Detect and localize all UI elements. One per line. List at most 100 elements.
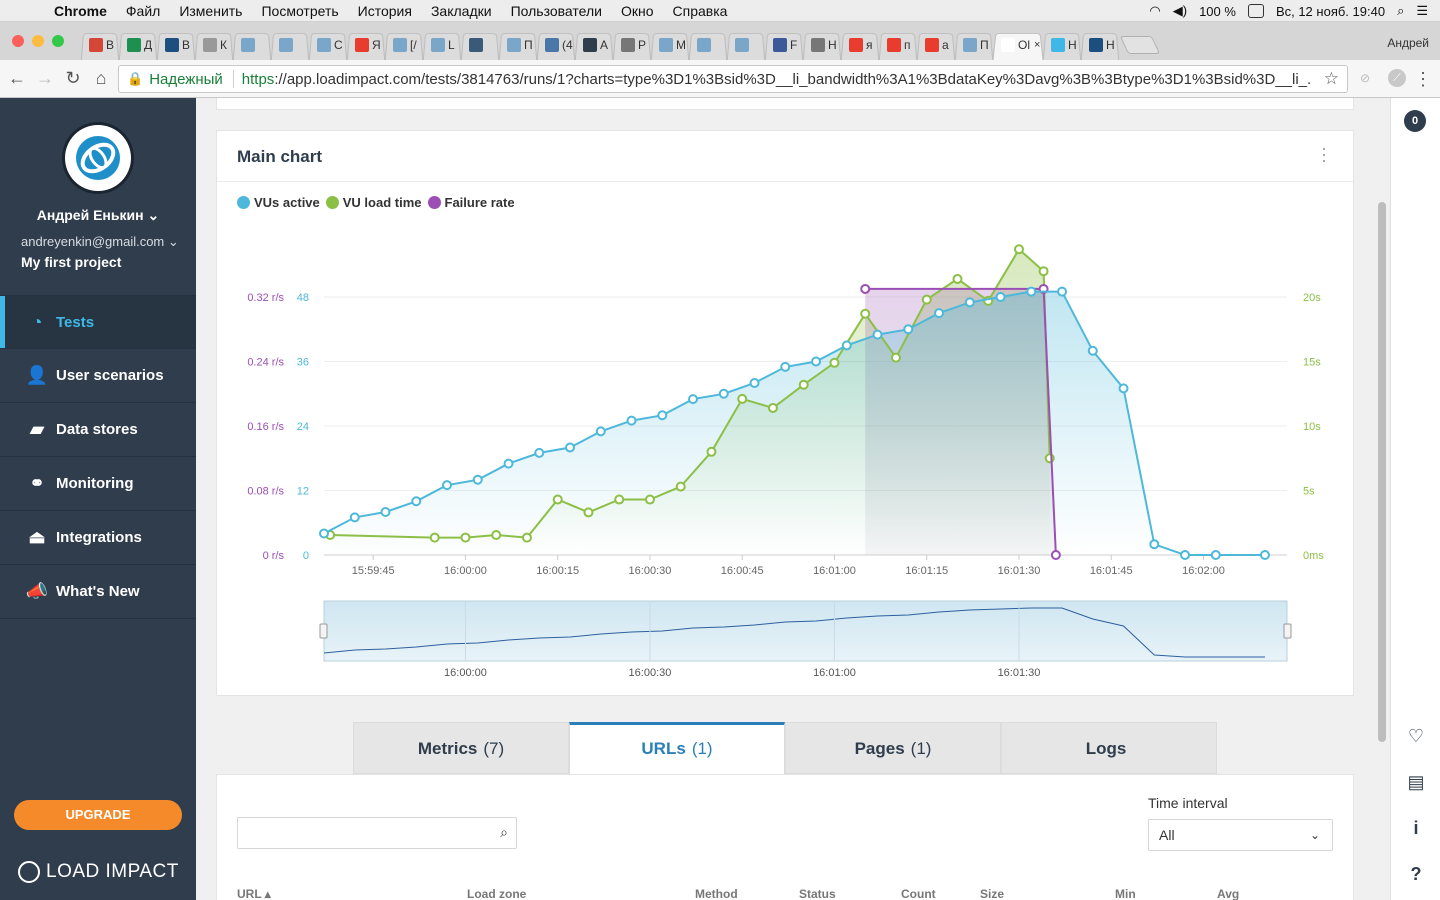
data-point[interactable] (1038, 266, 1049, 277)
data-point[interactable] (644, 494, 655, 505)
sidebar-item-data-stores[interactable]: ▰ Data stores (0, 403, 196, 457)
sidebar-item-tests[interactable]: ◔ Tests (0, 295, 196, 349)
data-point[interactable] (595, 426, 606, 437)
browser-tab[interactable]: П (498, 30, 538, 60)
forward-icon[interactable]: → (36, 68, 54, 88)
menu-file[interactable]: Файл (125, 2, 161, 19)
data-point[interactable] (1026, 286, 1037, 297)
brand-logo[interactable]: LOAD IMPACT (18, 861, 179, 883)
data-point[interactable] (675, 481, 686, 492)
browser-tab[interactable]: В (156, 30, 196, 60)
data-point[interactable] (872, 329, 883, 340)
data-point[interactable] (706, 446, 717, 457)
notifications-badge[interactable]: 0 (1404, 110, 1426, 132)
legend-item[interactable]: Failure rate (427, 195, 515, 210)
browser-tab[interactable]: я (840, 30, 880, 60)
browser-tab[interactable] (270, 30, 310, 60)
browser-tab[interactable]: Я (346, 30, 386, 60)
browser-tab[interactable]: Ol × (992, 30, 1044, 60)
browser-tab[interactable]: Д (118, 30, 158, 60)
data-point[interactable] (380, 507, 391, 517)
sidebar-item-user-scenarios[interactable]: 👤 User scenarios (0, 349, 196, 403)
data-point[interactable] (841, 340, 852, 351)
data-point[interactable] (1149, 539, 1160, 550)
data-point[interactable] (1013, 244, 1024, 255)
data-point[interactable] (472, 474, 483, 485)
tab-pages[interactable]: Pages (1) (785, 722, 1001, 774)
browser-tab[interactable]: а (916, 30, 956, 60)
home-icon[interactable]: ⌂ (95, 68, 107, 88)
sidebar-item-what-s-new[interactable]: 📣 What's New (0, 565, 196, 619)
browser-tab[interactable] (688, 30, 728, 60)
column-status[interactable]: Status (799, 887, 836, 900)
page-scrollbar[interactable] (1374, 98, 1390, 900)
lightbulb-icon[interactable]: ♡ (1407, 726, 1425, 746)
profile-button[interactable]: Андрей (1387, 36, 1429, 50)
navigator-handle-left[interactable] (319, 623, 328, 639)
menu-help[interactable]: Справка (672, 2, 728, 19)
browser-tab[interactable]: Н (802, 30, 842, 60)
clock[interactable]: Вс, 12 нояб. 19:40 (1275, 3, 1386, 19)
data-point[interactable] (534, 447, 545, 458)
notification-center-icon[interactable]: ☰ (1416, 3, 1428, 18)
data-point[interactable] (964, 297, 975, 308)
data-point[interactable] (411, 496, 422, 507)
data-point[interactable] (521, 532, 532, 543)
data-point[interactable] (890, 352, 901, 363)
secure-label[interactable]: Надежный (149, 70, 223, 88)
extension-icon[interactable]: ⊘ (1360, 71, 1371, 85)
data-point[interactable] (798, 379, 809, 390)
data-point[interactable] (1087, 345, 1098, 356)
browser-tab[interactable] (460, 30, 500, 60)
upgrade-button[interactable]: UPGRADE (14, 800, 182, 830)
menu-view[interactable]: Посмотреть (261, 2, 339, 19)
time-interval-select[interactable]: All ⌄ (1148, 819, 1333, 851)
browser-tab[interactable]: п (878, 30, 918, 60)
extension-2-icon[interactable]: ⟋ (1388, 69, 1406, 87)
data-point[interactable] (565, 442, 576, 453)
menu-app-name[interactable]: Chrome (54, 2, 107, 19)
close-window-button[interactable] (12, 35, 24, 47)
browser-tab[interactable] (726, 30, 766, 60)
volume-icon[interactable]: ◀) (1172, 3, 1188, 18)
column-method[interactable]: Method (695, 887, 738, 900)
column-count[interactable]: Count (901, 887, 936, 900)
browser-tab[interactable]: К (194, 30, 234, 60)
url-search-input[interactable]: ⌕ (237, 817, 517, 849)
browser-tab[interactable] (232, 30, 272, 60)
tab-metrics[interactable]: Metrics (7) (353, 722, 569, 774)
data-point[interactable] (995, 292, 1006, 302)
data-point[interactable] (552, 494, 563, 505)
user-email[interactable]: andreyenkin@gmail.com ⌄ (21, 234, 179, 250)
help-icon[interactable]: ? (1410, 864, 1422, 884)
browser-tab[interactable]: Н (1042, 30, 1082, 60)
browser-tab[interactable]: Р (612, 30, 652, 60)
data-point[interactable] (319, 528, 329, 539)
browser-tab[interactable]: F (764, 30, 804, 60)
data-point[interactable] (860, 283, 871, 294)
data-point[interactable] (626, 415, 637, 426)
menu-window[interactable]: Окно (620, 2, 654, 19)
chrome-menu-icon[interactable]: ⋮ (1414, 69, 1432, 89)
browser-tab[interactable]: (4 (536, 30, 576, 60)
column-avg[interactable]: Avg (1217, 887, 1240, 900)
reload-icon[interactable]: ↻ (65, 68, 81, 88)
search-icon[interactable]: ⌕ (500, 824, 508, 840)
data-point[interactable] (767, 402, 778, 413)
battery-percent[interactable]: 100 % (1199, 3, 1236, 19)
browser-tab[interactable]: П (954, 30, 994, 60)
browser-tab[interactable]: L (422, 30, 462, 60)
minimize-window-button[interactable] (32, 35, 44, 47)
browser-tab[interactable]: А (574, 30, 614, 60)
data-point[interactable] (614, 494, 625, 505)
data-point[interactable] (780, 361, 791, 372)
legend-item[interactable]: VUs active (237, 195, 320, 210)
data-point[interactable] (1118, 383, 1129, 394)
user-name[interactable]: Андрей Енькин ⌄ (0, 207, 196, 224)
menu-edit[interactable]: Изменить (179, 2, 243, 19)
data-point[interactable] (860, 308, 871, 319)
data-point[interactable] (921, 294, 932, 305)
battery-icon[interactable] (1247, 4, 1264, 18)
column-min[interactable]: Min (1115, 887, 1136, 900)
info-icon[interactable]: i (1413, 818, 1419, 838)
